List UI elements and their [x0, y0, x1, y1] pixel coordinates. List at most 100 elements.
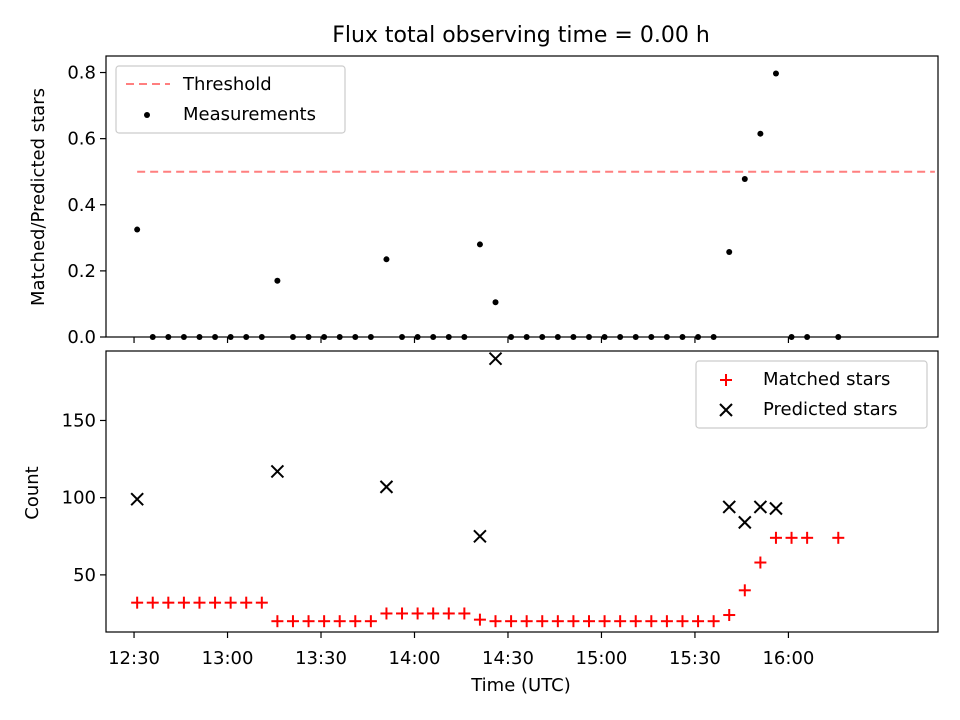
matched-star-point	[286, 615, 299, 628]
measurement-point	[336, 334, 343, 340]
measurement-point	[258, 334, 265, 340]
matched-star-point	[505, 615, 518, 628]
matched-star-point	[489, 615, 502, 628]
bottom-plot-frame	[105, 350, 939, 633]
matched-star-point	[364, 615, 377, 628]
measurement-point	[165, 334, 172, 340]
matched-star-point	[660, 615, 673, 628]
top-ytick-label: 0.4	[67, 195, 96, 216]
xtick-label: 16:00	[762, 648, 814, 669]
measurement-point	[476, 241, 483, 248]
measurement-point	[663, 334, 670, 340]
matched-star-point	[177, 596, 190, 609]
matched-star-point	[738, 584, 751, 597]
predicted-star-point	[722, 500, 736, 514]
matched-star-point	[458, 607, 471, 620]
legend-measurements-swatch	[144, 112, 150, 118]
measurement-point	[617, 334, 624, 340]
matched-star-point	[598, 615, 611, 628]
measurement-point	[508, 334, 515, 340]
measurement-point	[414, 334, 421, 340]
top-ytick-label: 0.8	[67, 63, 96, 84]
measurement-point	[695, 334, 702, 340]
predicted-star-point	[130, 492, 144, 506]
predicted-star-point	[488, 352, 503, 366]
xtick-label: 15:30	[669, 648, 721, 669]
matched-star-point	[411, 607, 424, 620]
matched-star-point	[567, 615, 580, 628]
predicted-star-point	[738, 515, 752, 530]
matched-star-point	[473, 613, 486, 626]
matched-star-point	[318, 615, 331, 628]
measurement-point	[539, 334, 546, 340]
matched-star-point	[629, 615, 642, 628]
top-ytick-label: 0.6	[67, 129, 96, 150]
predicted-star-point	[379, 480, 394, 494]
measurement-point	[383, 256, 390, 263]
matched-star-point	[551, 615, 564, 628]
bottom-ytick-label: 100	[62, 488, 96, 509]
measurement-point	[321, 334, 328, 340]
top-y-ticks: 0.0 0.2 0.4 0.6 0.8	[67, 63, 106, 348]
xtick-label: 13:00	[202, 648, 254, 669]
predicted-star-point	[270, 464, 285, 479]
matched-star-point	[801, 531, 814, 544]
matched-star-point	[769, 531, 782, 544]
bottom-y-ticks: 50 100 150	[62, 410, 106, 586]
matched-star-point	[754, 556, 767, 569]
matched-star-point	[427, 607, 440, 620]
bottom-ytick-label: 50	[73, 565, 96, 586]
top-legend: Threshold Measurements	[115, 65, 346, 134]
measurement-point	[305, 334, 312, 340]
legend-matched-swatch	[720, 374, 732, 386]
measurement-point	[772, 70, 779, 77]
top-ytick-label: 0.0	[67, 327, 96, 348]
matched-star-point	[723, 609, 736, 622]
measurement-point	[149, 334, 156, 340]
predicted-star-point	[753, 500, 768, 514]
matched-star-point	[692, 615, 705, 628]
top-series	[134, 70, 935, 340]
matched-star-point	[707, 615, 720, 628]
measurement-point	[554, 334, 561, 340]
matched-star-point	[614, 615, 627, 628]
top-x-ticks	[133, 337, 790, 343]
matched-star-point	[785, 531, 798, 544]
bottom-series	[130, 352, 845, 628]
matched-star-point	[209, 596, 222, 609]
matched-star-point	[536, 615, 549, 628]
matched-star-point	[255, 596, 268, 609]
measurement-point	[679, 334, 686, 340]
measurement-point	[757, 130, 764, 137]
measurement-point	[289, 334, 296, 340]
matched-star-point	[224, 596, 237, 609]
legend-predicted-label: Predicted stars	[763, 399, 897, 420]
measurement-point	[835, 334, 842, 340]
measurement-point	[741, 175, 748, 182]
matched-star-point	[193, 596, 206, 609]
chart-title: Flux total observing time = 0.00 h	[332, 23, 710, 48]
predicted-star-point	[473, 529, 487, 543]
measurement-point	[445, 334, 452, 340]
measurement-point	[710, 334, 717, 340]
matched-star-point	[131, 596, 144, 609]
matched-star-point	[162, 596, 175, 609]
measurement-point	[196, 334, 203, 340]
matched-star-point	[380, 607, 393, 620]
matched-star-point	[582, 615, 595, 628]
legend-predicted-swatch	[719, 403, 733, 417]
top-panel: 0.00.20.40.60.8 Matched/Predicted stars …	[28, 55, 939, 348]
measurement-point	[726, 249, 733, 256]
measurement-point	[461, 334, 468, 340]
xtick-label: 14:30	[482, 648, 534, 669]
xtick-label: 12:30	[108, 648, 160, 669]
measurement-point	[523, 334, 530, 340]
matched-star-point	[271, 615, 284, 628]
xtick-label: 14:00	[389, 648, 441, 669]
matched-star-point	[442, 607, 455, 620]
measurement-point	[585, 334, 592, 340]
measurement-point	[367, 334, 374, 340]
bottom-ytick-label: 150	[62, 410, 96, 431]
predicted-star-point	[769, 501, 783, 516]
